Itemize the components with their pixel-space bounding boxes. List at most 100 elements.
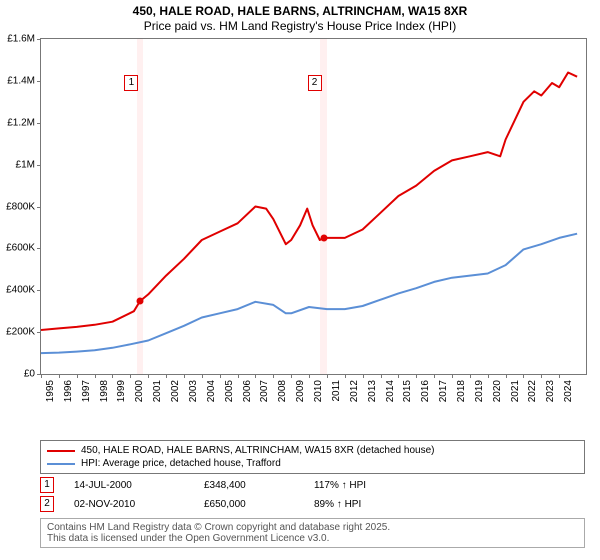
x-axis-label: 2017 xyxy=(438,380,449,402)
x-tick xyxy=(416,374,417,378)
event-date: 14-JUL-2000 xyxy=(74,480,184,491)
x-axis-label: 2005 xyxy=(224,380,235,402)
x-tick xyxy=(452,374,453,378)
event-price: £348,400 xyxy=(204,480,294,491)
legend-row: 450, HALE ROAD, HALE BARNS, ALTRINCHAM, … xyxy=(47,444,578,457)
y-axis-label: £600K xyxy=(1,243,35,254)
x-axis-label: 2023 xyxy=(545,380,556,402)
x-axis-label: 2020 xyxy=(492,380,503,402)
x-tick xyxy=(541,374,542,378)
legend-area: 450, HALE ROAD, HALE BARNS, ALTRINCHAM, … xyxy=(40,440,585,548)
x-axis-label: 2006 xyxy=(242,380,253,402)
x-tick xyxy=(273,374,274,378)
event-number-box: 2 xyxy=(40,496,54,512)
x-tick xyxy=(77,374,78,378)
x-tick xyxy=(506,374,507,378)
x-axis-label: 2007 xyxy=(259,380,270,402)
legend-swatch xyxy=(47,450,75,452)
x-tick xyxy=(345,374,346,378)
x-axis-label: 2011 xyxy=(331,380,342,402)
x-tick xyxy=(202,374,203,378)
event-delta: 89% ↑ HPI xyxy=(314,499,361,510)
event-price: £650,000 xyxy=(204,499,294,510)
x-axis-label: 2021 xyxy=(510,380,521,402)
x-axis-label: 2024 xyxy=(563,380,574,402)
x-axis-label: 2019 xyxy=(474,380,485,402)
y-axis-label: £1.6M xyxy=(1,34,35,45)
y-axis-label: £400K xyxy=(1,285,35,296)
sale-point xyxy=(321,234,328,241)
chart-lines xyxy=(41,39,586,374)
chart-titles: 450, HALE ROAD, HALE BARNS, ALTRINCHAM, … xyxy=(0,0,600,33)
event-number-box: 1 xyxy=(40,477,54,493)
x-tick xyxy=(381,374,382,378)
series-hpi xyxy=(41,234,577,353)
footer-line1: Contains HM Land Registry data © Crown c… xyxy=(47,522,578,533)
title-subtitle: Price paid vs. HM Land Registry's House … xyxy=(0,18,600,33)
y-axis-label: £1.2M xyxy=(1,117,35,128)
x-tick xyxy=(470,374,471,378)
x-tick xyxy=(398,374,399,378)
x-axis-label: 2018 xyxy=(456,380,467,402)
legend-label: 450, HALE ROAD, HALE BARNS, ALTRINCHAM, … xyxy=(81,445,434,456)
footer-line2: This data is licensed under the Open Gov… xyxy=(47,533,578,544)
x-axis-label: 2004 xyxy=(206,380,217,402)
x-tick xyxy=(488,374,489,378)
x-tick xyxy=(363,374,364,378)
x-tick xyxy=(255,374,256,378)
x-axis-label: 2016 xyxy=(420,380,431,402)
x-axis-label: 2001 xyxy=(152,380,163,402)
x-tick xyxy=(309,374,310,378)
x-axis-label: 2022 xyxy=(527,380,538,402)
x-axis-label: 2012 xyxy=(349,380,360,402)
y-axis-label: £800K xyxy=(1,201,35,212)
x-axis-label: 2014 xyxy=(385,380,396,402)
x-tick xyxy=(59,374,60,378)
y-axis-label: £1M xyxy=(1,159,35,170)
event-delta: 117% ↑ HPI xyxy=(314,480,366,491)
x-axis-label: 2003 xyxy=(188,380,199,402)
x-tick xyxy=(112,374,113,378)
x-tick xyxy=(130,374,131,378)
x-tick xyxy=(291,374,292,378)
events-table: 1 14-JUL-2000 £348,400 117% ↑ HPI 2 02-NOV-20… xyxy=(40,474,585,512)
x-axis-label: 1995 xyxy=(45,380,56,402)
legend-swatch xyxy=(47,463,75,465)
y-axis-label: £200K xyxy=(1,327,35,338)
attribution-footer: Contains HM Land Registry data © Crown c… xyxy=(40,518,585,548)
y-axis-label: £0 xyxy=(1,369,35,380)
x-tick xyxy=(523,374,524,378)
sale-point xyxy=(136,298,143,305)
x-axis-label: 2015 xyxy=(402,380,413,402)
x-axis-label: 1999 xyxy=(116,380,127,402)
x-tick xyxy=(184,374,185,378)
x-tick xyxy=(559,374,560,378)
chart-container: £0£200K£400K£600K£800K£1M£1.2M£1.4M£1.6M… xyxy=(0,38,600,410)
x-axis-label: 2009 xyxy=(295,380,306,402)
x-axis-label: 1997 xyxy=(81,380,92,402)
x-tick xyxy=(41,374,42,378)
x-tick xyxy=(166,374,167,378)
x-axis-label: 1998 xyxy=(99,380,110,402)
x-tick xyxy=(434,374,435,378)
x-tick xyxy=(95,374,96,378)
legend-box: 450, HALE ROAD, HALE BARNS, ALTRINCHAM, … xyxy=(40,440,585,474)
x-axis-label: 1996 xyxy=(63,380,74,402)
y-axis-label: £1.4M xyxy=(1,75,35,86)
x-axis-label: 2010 xyxy=(313,380,324,402)
event-date: 02-NOV-2010 xyxy=(74,499,184,510)
series-price_paid xyxy=(41,73,577,331)
plot-area: £0£200K£400K£600K£800K£1M£1.2M£1.4M£1.6M… xyxy=(40,38,587,375)
legend-row: HPI: Average price, detached house, Traf… xyxy=(47,457,578,470)
title-address: 450, HALE ROAD, HALE BARNS, ALTRINCHAM, … xyxy=(0,4,600,18)
event-row: 1 14-JUL-2000 £348,400 117% ↑ HPI xyxy=(40,474,585,493)
x-tick xyxy=(220,374,221,378)
x-axis-label: 2008 xyxy=(277,380,288,402)
x-tick xyxy=(238,374,239,378)
x-tick xyxy=(327,374,328,378)
x-axis-label: 2000 xyxy=(134,380,145,402)
x-tick xyxy=(148,374,149,378)
x-axis-label: 2002 xyxy=(170,380,181,402)
legend-label: HPI: Average price, detached house, Traf… xyxy=(81,458,281,469)
event-row: 2 02-NOV-2010 £650,000 89% ↑ HPI xyxy=(40,493,585,512)
